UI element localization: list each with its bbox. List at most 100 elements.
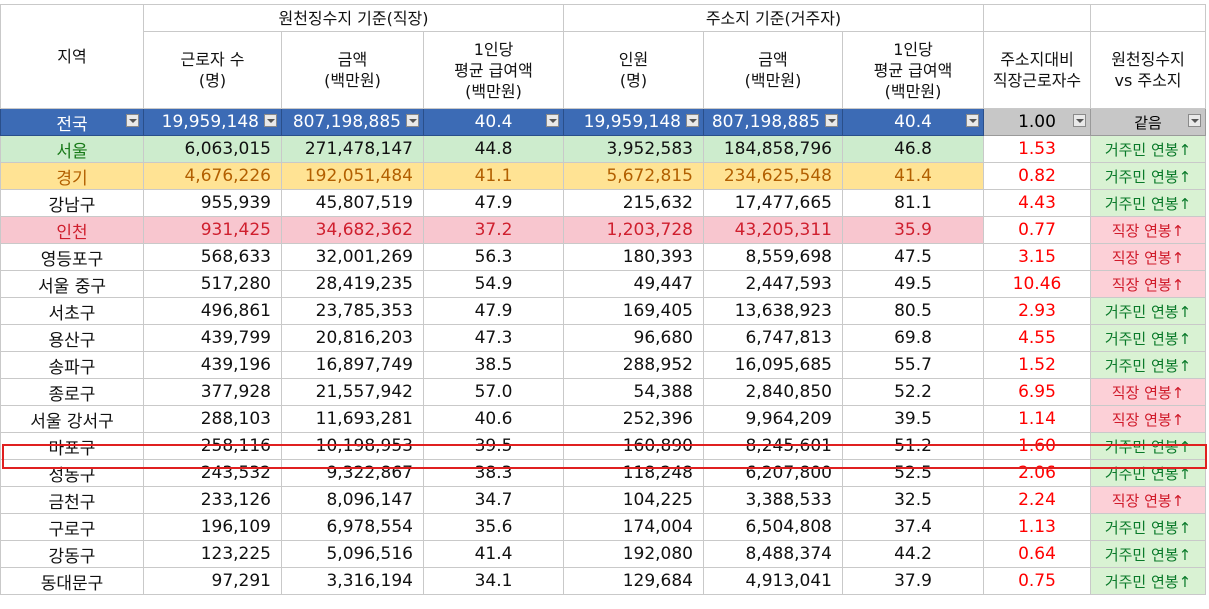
cell-compare[interactable]: 거주민 연봉↑ — [1090, 297, 1206, 325]
cell-amount2[interactable]: 2,447,593 — [703, 270, 843, 298]
cell-amount[interactable]: 10,198,953 — [281, 432, 424, 460]
header-group-work[interactable]: 원천징수지 기준(직장) — [143, 4, 564, 32]
cell-compare[interactable]: 직장 연봉↑ — [1090, 378, 1206, 406]
cell-people[interactable]: 54,388 — [563, 378, 704, 406]
cell-avg[interactable]: 38.3 — [423, 459, 564, 487]
cell-avg2[interactable]: 46.8 — [842, 135, 984, 163]
cell-compare[interactable]: 거주민 연봉↑ — [1090, 324, 1206, 352]
table-row[interactable]: 서울 강서구 288,103 11,693,281 40.6 252,396 9,964,… — [0, 405, 1206, 433]
cell-avg[interactable]: 39.5 — [423, 432, 564, 460]
cell-compare[interactable]: 거주민 연봉↑ — [1090, 540, 1206, 568]
cell-amount[interactable]: 20,816,203 — [281, 324, 424, 352]
cell-amount2[interactable]: 9,964,209 — [703, 405, 843, 433]
cell-avg2[interactable]: 55.7 — [842, 351, 984, 379]
cell-avg[interactable]: 47.9 — [423, 297, 564, 325]
cell-avg[interactable]: 47.3 — [423, 324, 564, 352]
cell-ratio[interactable]: 10.46 — [983, 270, 1091, 298]
cell-compare[interactable]: 직장 연봉↑ — [1090, 243, 1206, 271]
cell-workers[interactable]: 4,676,226 — [143, 162, 282, 190]
cell-avg2[interactable]: 52.2 — [842, 378, 984, 406]
cell-avg2[interactable]: 35.9 — [842, 216, 984, 244]
cell-amount2[interactable]: 8,559,698 — [703, 243, 843, 271]
cell-avg[interactable]: 56.3 — [423, 243, 564, 271]
header-group-home[interactable]: 주소지 기준(거주자) — [563, 4, 984, 32]
table-row[interactable]: 영등포구 568,633 32,001,269 56.3 180,393 8,559,69… — [0, 243, 1206, 271]
cell-amount2[interactable]: 6,504,808 — [703, 513, 843, 541]
cell-amount[interactable]: 45,807,519 — [281, 189, 424, 217]
cell-amount2[interactable]: 234,625,548 — [703, 162, 843, 190]
cell-people[interactable]: 288,952 — [563, 351, 704, 379]
table-row[interactable]: 용산구 439,799 20,816,203 47.3 96,680 6,747,813 6… — [0, 324, 1206, 352]
table-row[interactable]: 금천구 233,126 8,096,147 34.7 104,225 3,388,533 3… — [0, 486, 1206, 514]
cell-workers[interactable]: 931,425 — [143, 216, 282, 244]
cell-amount2[interactable]: 4,913,041 — [703, 567, 843, 595]
cell-ratio[interactable]: 2.93 — [983, 297, 1091, 325]
cell-avg[interactable]: 34.7 — [423, 486, 564, 514]
header-avg2[interactable]: 1인당 평균 급여액 (백만원) — [842, 31, 984, 109]
cell-amount[interactable]: 6,978,554 — [281, 513, 424, 541]
cell-avg2[interactable]: 49.5 — [842, 270, 984, 298]
table-row[interactable]: 마포구 258,116 10,198,953 39.5 160,890 8,245,601… — [0, 432, 1206, 460]
cell-avg2[interactable]: 37.4 — [842, 513, 984, 541]
cell-amount[interactable]: 34,682,362 — [281, 216, 424, 244]
cell-compare[interactable]: 직장 연봉↑ — [1090, 270, 1206, 298]
filter-dropdown-icon[interactable] — [264, 114, 277, 127]
table-row[interactable]: 서초구 496,861 23,785,353 47.9 169,405 13,638,92… — [0, 297, 1206, 325]
cell-region[interactable]: 영등포구 — [0, 243, 144, 271]
cell-amount[interactable]: 807,198,885 — [281, 108, 424, 136]
cell-people[interactable]: 118,248 — [563, 459, 704, 487]
cell-compare[interactable]: 거주민 연봉↑ — [1090, 351, 1206, 379]
table-row[interactable]: 강동구 123,225 5,096,516 41.4 192,080 8,488,374 4… — [0, 540, 1206, 568]
cell-amount2[interactable]: 13,638,923 — [703, 297, 843, 325]
filter-dropdown-icon[interactable] — [825, 114, 838, 127]
filter-dropdown-icon[interactable] — [406, 114, 419, 127]
cell-people[interactable]: 3,952,583 — [563, 135, 704, 163]
cell-region[interactable]: 서울 중구 — [0, 270, 144, 298]
filter-dropdown-icon[interactable] — [966, 114, 979, 127]
cell-amount2[interactable]: 184,858,796 — [703, 135, 843, 163]
cell-people[interactable]: 180,393 — [563, 243, 704, 271]
header-empty[interactable] — [1090, 4, 1206, 32]
cell-region[interactable]: 서울 — [0, 135, 144, 163]
cell-compare[interactable]: 거주민 연봉↑ — [1090, 135, 1206, 163]
cell-region[interactable]: 서초구 — [0, 297, 144, 325]
cell-amount[interactable]: 23,785,353 — [281, 297, 424, 325]
cell-region[interactable]: 동대문구 — [0, 567, 144, 595]
cell-ratio[interactable]: 2.24 — [983, 486, 1091, 514]
cell-workers[interactable]: 123,225 — [143, 540, 282, 568]
filter-dropdown-icon[interactable] — [546, 114, 559, 127]
cell-ratio[interactable]: 1.53 — [983, 135, 1091, 163]
header-people[interactable]: 인원 (명) — [563, 31, 704, 109]
cell-workers[interactable]: 258,116 — [143, 432, 282, 460]
cell-region[interactable]: 구로구 — [0, 513, 144, 541]
cell-amount[interactable]: 16,897,749 — [281, 351, 424, 379]
cell-people[interactable]: 252,396 — [563, 405, 704, 433]
cell-amount2[interactable]: 6,207,800 — [703, 459, 843, 487]
cell-people[interactable]: 215,632 — [563, 189, 704, 217]
cell-people[interactable]: 1,203,728 — [563, 216, 704, 244]
cell-avg[interactable]: 47.9 — [423, 189, 564, 217]
cell-ratio[interactable]: 1.00 — [983, 108, 1091, 136]
cell-avg[interactable]: 34.1 — [423, 567, 564, 595]
cell-ratio[interactable]: 2.06 — [983, 459, 1091, 487]
cell-amount[interactable]: 21,557,942 — [281, 378, 424, 406]
header-region[interactable]: 지역 — [0, 4, 144, 109]
header-ratio[interactable]: 주소지대비 직장근로자수 — [983, 31, 1091, 109]
table-row[interactable]: 서울 중구 517,280 28,419,235 54.9 49,447 2,447,59… — [0, 270, 1206, 298]
cell-amount[interactable]: 3,316,194 — [281, 567, 424, 595]
cell-compare[interactable]: 직장 연봉↑ — [1090, 216, 1206, 244]
cell-region[interactable]: 마포구 — [0, 432, 144, 460]
cell-compare[interactable]: 직장 연봉↑ — [1090, 405, 1206, 433]
cell-region[interactable]: 용산구 — [0, 324, 144, 352]
cell-region[interactable]: 강동구 — [0, 540, 144, 568]
cell-people[interactable]: 104,225 — [563, 486, 704, 514]
cell-amount[interactable]: 32,001,269 — [281, 243, 424, 271]
cell-compare[interactable]: 직장 연봉↑ — [1090, 486, 1206, 514]
cell-people[interactable]: 174,004 — [563, 513, 704, 541]
cell-workers[interactable]: 439,799 — [143, 324, 282, 352]
cell-ratio[interactable]: 4.43 — [983, 189, 1091, 217]
cell-people[interactable]: 169,405 — [563, 297, 704, 325]
cell-amount[interactable]: 11,693,281 — [281, 405, 424, 433]
table-row[interactable]: 인천 931,425 34,682,362 37.2 1,203,728 43,205,3… — [0, 216, 1206, 244]
